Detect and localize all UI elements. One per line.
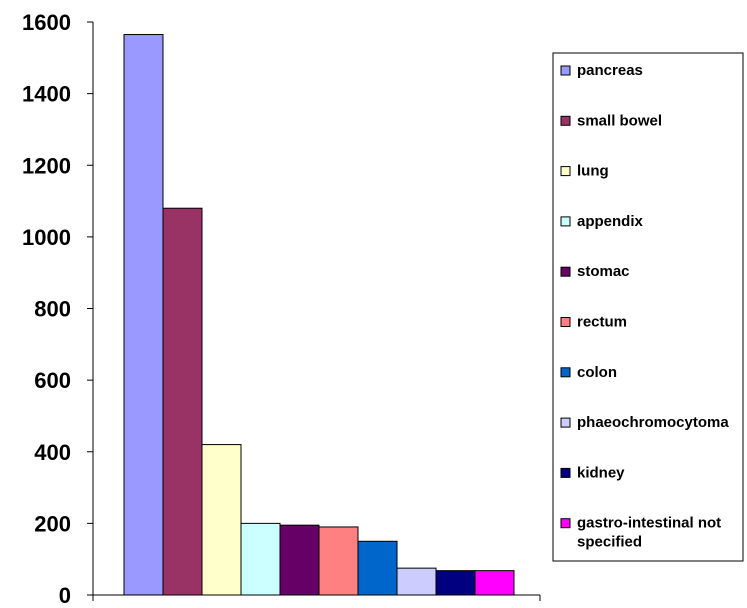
bar-phaeochromocytoma (396, 567, 437, 596)
y-tick-label: 600 (34, 368, 71, 393)
bar-pancreas (123, 34, 164, 596)
bar-rectum (318, 526, 359, 596)
bar-gastro-intestinal-not-specified (474, 570, 515, 596)
y-tick-label: 1400 (22, 82, 71, 107)
legend-swatch (560, 115, 571, 126)
bar-appendix (240, 522, 281, 596)
legend-swatch (560, 317, 571, 327)
legend-label: kidney (577, 464, 625, 481)
bar-kidney (435, 570, 476, 596)
legend-swatch (560, 467, 571, 478)
bar-stomac (279, 524, 320, 596)
legend-label: rectum (577, 314, 627, 331)
legend-label: stomac (577, 263, 630, 280)
y-axis: 0 200 400 600 800 1000 1200 1400 1600 (22, 10, 541, 608)
legend-swatch (560, 65, 571, 76)
y-tick-label: 400 (34, 440, 71, 465)
legend-label-line: gastro-intestinal not (577, 515, 721, 532)
bar-small-bowel (162, 207, 203, 596)
bars (123, 34, 515, 596)
legend-label: small bowel (577, 112, 662, 129)
legend-label: phaeochromocytoma (577, 414, 729, 431)
legend-swatch (560, 367, 571, 378)
legend-swatch (560, 216, 571, 227)
legend: pancreas small bowel lung appendix stomac rec… (552, 52, 744, 562)
y-tick-label: 1600 (22, 10, 71, 35)
legend-swatch (560, 266, 571, 277)
bar-colon (357, 540, 398, 596)
y-tick-label: 800 (34, 297, 71, 322)
legend-swatch (560, 417, 571, 428)
y-tick-label: 1000 (22, 225, 71, 250)
legend-label: colon (577, 364, 617, 381)
legend-swatch (560, 166, 571, 177)
legend-box (552, 52, 744, 562)
y-tick-label: 1200 (22, 153, 71, 178)
legend-label: pancreas (577, 62, 643, 79)
legend-label: lung (577, 163, 609, 180)
y-tick-label: 0 (59, 583, 71, 608)
legend-label: gastro-intestinal not specified (577, 515, 721, 551)
y-tick-label: 200 (34, 511, 71, 536)
legend-label: appendix (577, 213, 644, 230)
bar-lung (201, 444, 242, 596)
legend-swatch (560, 518, 571, 529)
legend-label-line: specified (577, 534, 642, 551)
